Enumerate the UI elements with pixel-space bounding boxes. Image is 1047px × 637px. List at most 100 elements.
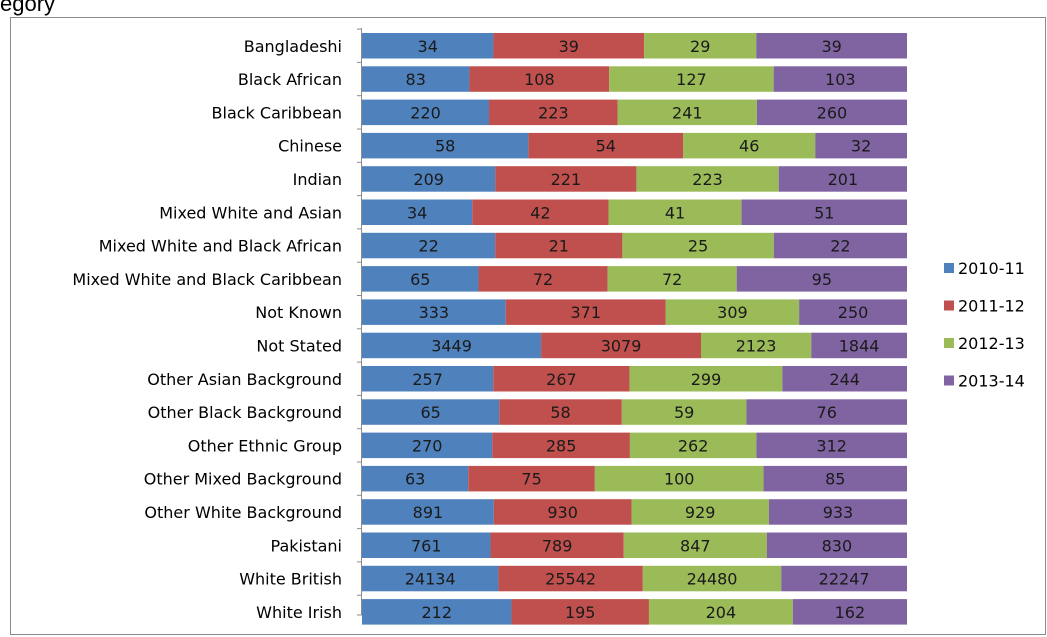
category-label: Other Ethnic Group — [188, 436, 342, 455]
data-label: 201 — [828, 170, 859, 189]
data-label: 333 — [419, 303, 450, 322]
data-label: 195 — [565, 603, 596, 622]
data-label: 830 — [822, 536, 853, 555]
bar-segment-2013-14 — [756, 99, 907, 126]
bar-segment-2012-13 — [623, 532, 767, 558]
data-label: 223 — [692, 170, 723, 189]
bar-segment-2011-12 — [478, 266, 608, 292]
bar-segment-2012-13 — [636, 166, 779, 192]
bar-segment-2012-13 — [609, 66, 774, 92]
data-label: 221 — [551, 170, 582, 189]
bar-segment-2011-12 — [472, 199, 609, 225]
data-label: 103 — [825, 70, 856, 89]
bar-segment-2011-12 — [511, 599, 649, 625]
bar-segment-2011-12 — [495, 232, 623, 259]
data-label: 108 — [524, 70, 555, 89]
data-label: 312 — [816, 436, 847, 455]
data-label: 209 — [413, 170, 444, 189]
bar-segment-2010-11 — [362, 299, 506, 325]
bar-segment-2013-14 — [746, 399, 907, 425]
data-label: 58 — [550, 403, 570, 422]
bar-segment-2010-11 — [362, 532, 491, 558]
data-label: 241 — [672, 103, 703, 122]
data-label: 257 — [412, 370, 443, 389]
category-label: Black Caribbean — [212, 103, 342, 122]
bar-segment-2013-14 — [773, 66, 907, 92]
data-label: 65 — [420, 403, 440, 422]
bar-segment-2012-13 — [683, 132, 816, 159]
bar-segment-2010-11 — [362, 232, 496, 259]
bar-segment-2013-14 — [815, 132, 907, 159]
bar-segment-2012-13 — [644, 33, 757, 59]
category-label: Other Mixed Background — [144, 470, 342, 489]
data-label: 162 — [835, 603, 866, 622]
bar-segment-2010-11 — [362, 199, 473, 225]
bar-segment-2010-11 — [362, 166, 496, 192]
bar-segment-2010-11 — [362, 99, 490, 126]
bar-segment-2010-11 — [362, 266, 479, 292]
bar-segment-2011-12 — [541, 332, 701, 359]
category-label: Bangladeshi — [244, 37, 342, 56]
bar-segment-2011-12 — [490, 532, 624, 558]
data-label: 204 — [706, 603, 737, 622]
bar-segment-2010-11 — [362, 499, 494, 525]
bar-segment-2011-12 — [528, 132, 684, 159]
category-label: White British — [239, 570, 342, 589]
data-label: 270 — [412, 436, 443, 455]
bar-segment-2010-11 — [362, 33, 494, 59]
legend-swatch — [944, 300, 954, 311]
data-label: 309 — [717, 303, 748, 322]
data-label: 285 — [546, 436, 577, 455]
category-label: Mixed White and Black African — [99, 237, 342, 256]
bar-segment-2012-13 — [631, 499, 769, 525]
legend-swatch — [944, 338, 954, 348]
bar-segment-2013-14 — [768, 499, 907, 525]
legend-swatch — [944, 263, 954, 273]
bar-segment-2013-14 — [811, 332, 907, 359]
category-label: Other Asian Background — [147, 370, 342, 389]
data-label: 371 — [570, 303, 601, 322]
data-label: 24480 — [687, 570, 738, 589]
data-label: 32 — [851, 137, 871, 156]
bar-segment-2011-12 — [492, 432, 630, 459]
category-label: Not Known — [255, 303, 342, 322]
bar-segment-2012-13 — [608, 199, 742, 225]
category-label: Pakistani — [271, 536, 342, 555]
data-label: 212 — [421, 603, 452, 622]
data-label: 51 — [814, 203, 834, 222]
bar-segment-2011-12 — [499, 399, 622, 425]
data-label: 933 — [823, 503, 854, 522]
data-label: 299 — [691, 370, 722, 389]
bar-segment-2013-14 — [763, 465, 907, 492]
data-label: 220 — [410, 103, 441, 122]
bar-segment-2012-13 — [594, 465, 764, 492]
data-label: 244 — [829, 370, 860, 389]
bar-segment-2012-13 — [621, 399, 747, 425]
data-label: 39 — [821, 37, 841, 56]
data-label: 34 — [418, 37, 438, 56]
data-label: 22247 — [819, 570, 870, 589]
data-label: 929 — [685, 503, 716, 522]
data-label: 21 — [549, 237, 569, 256]
bar-segment-2013-14 — [782, 366, 907, 392]
data-label: 63 — [405, 470, 425, 489]
data-label: 100 — [664, 470, 695, 489]
category-label: Not Stated — [256, 336, 342, 355]
data-label: 22 — [418, 237, 438, 256]
data-label: 3449 — [431, 336, 472, 355]
bar-segment-2013-14 — [741, 199, 907, 225]
bar-segment-2012-13 — [700, 332, 812, 359]
bar-segment-2011-12 — [493, 33, 645, 59]
bar-segment-2012-13 — [648, 599, 793, 625]
bar-segment-2010-11 — [362, 399, 500, 425]
data-label: 85 — [825, 470, 845, 489]
data-label: 3079 — [601, 336, 642, 355]
bar-segment-2011-12 — [495, 166, 637, 192]
bar-segment-2013-14 — [792, 599, 907, 625]
data-label: 24134 — [405, 570, 456, 589]
category-label: Other Black Background — [148, 403, 342, 422]
legend-label: 2013-14 — [958, 372, 1025, 391]
bar-segment-2011-12 — [468, 465, 595, 492]
bar-segment-2013-14 — [756, 33, 907, 59]
bar-segment-2010-11 — [362, 132, 529, 159]
